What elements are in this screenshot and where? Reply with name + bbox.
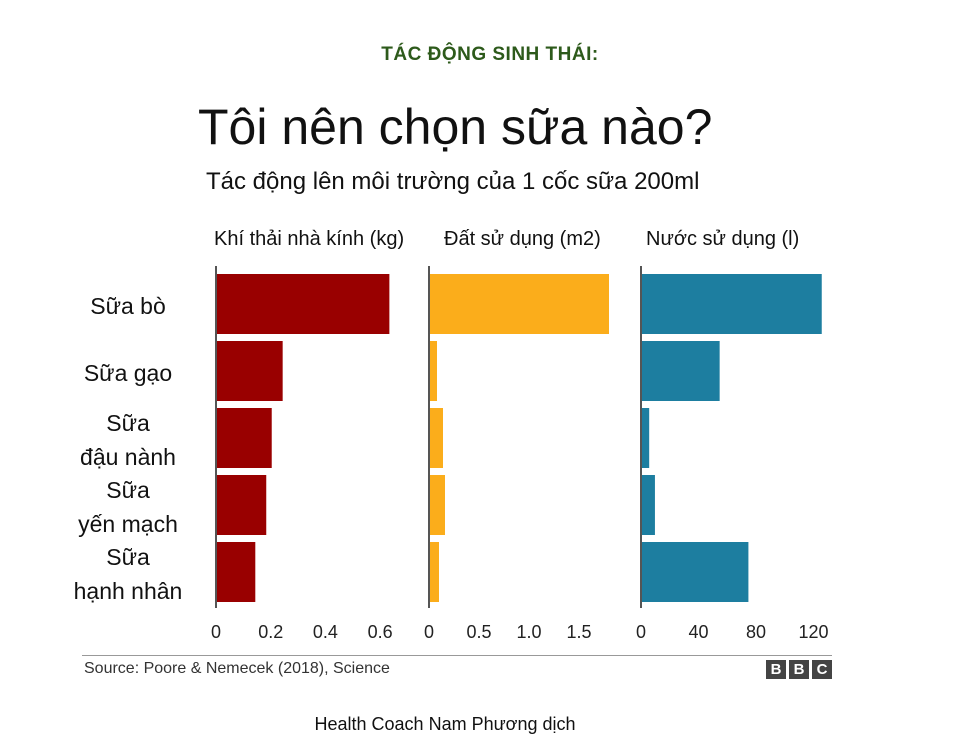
category-label-line: Sữa bò bbox=[90, 293, 166, 319]
category-label: Sữa bò bbox=[68, 289, 188, 323]
tick-label: 80 bbox=[746, 622, 766, 642]
tick-label: 0 bbox=[636, 622, 646, 642]
bar bbox=[642, 475, 655, 535]
bar bbox=[642, 408, 650, 468]
category-label-line: hạnh nhân bbox=[73, 578, 183, 604]
footer-divider bbox=[82, 655, 832, 656]
category-label-line: Sữa gạo bbox=[83, 360, 173, 386]
bar bbox=[430, 274, 609, 334]
bar bbox=[217, 475, 267, 535]
category-label-line: Sữa bbox=[106, 477, 150, 503]
bar bbox=[217, 341, 283, 401]
tick-label: 1.0 bbox=[516, 622, 541, 642]
bar bbox=[430, 341, 437, 401]
bar bbox=[642, 274, 822, 334]
bar bbox=[430, 542, 439, 602]
chart-kicker: TÁC ĐỘNG SINH THÁI: bbox=[381, 44, 599, 65]
tick-label: 0.6 bbox=[368, 622, 393, 642]
panel-title: Nước sử dụng (l) bbox=[646, 228, 800, 250]
tick-label: 1.5 bbox=[566, 622, 591, 642]
chart-title: Tôi nên chọn sữa nào? bbox=[198, 99, 713, 155]
bbc-logo-letter: C bbox=[812, 660, 832, 679]
bar bbox=[430, 475, 445, 535]
category-label-line: Sữa bbox=[106, 544, 150, 570]
tick-label: 0 bbox=[424, 622, 434, 642]
bar bbox=[217, 408, 272, 468]
bbc-logo-letter: B bbox=[766, 660, 786, 679]
bar bbox=[642, 542, 749, 602]
bar bbox=[430, 408, 443, 468]
tick-label: 0.2 bbox=[258, 622, 283, 642]
chart-subtitle: Tác động lên môi trường của 1 cốc sữa 20… bbox=[206, 168, 700, 195]
bar bbox=[642, 341, 720, 401]
bbc-logo-letter: B bbox=[789, 660, 809, 679]
tick-label: 0.4 bbox=[313, 622, 338, 642]
category-label: Sữa đậu nành bbox=[68, 406, 188, 474]
tick-label: 120 bbox=[799, 622, 829, 642]
credit-text: Health Coach Nam Phương dịch bbox=[314, 714, 576, 734]
category-label: Sữa hạnh nhân bbox=[68, 540, 188, 608]
panel-title: Khí thải nhà kính (kg) bbox=[214, 228, 405, 250]
category-label-line: Sữa bbox=[106, 410, 150, 436]
category-label: Sữa gạo bbox=[68, 356, 188, 390]
panel-title: Đất sử dụng (m2) bbox=[444, 228, 601, 250]
tick-label: 0 bbox=[211, 622, 221, 642]
category-label: Sữa yến mạch bbox=[68, 473, 188, 541]
tick-label: 40 bbox=[689, 622, 709, 642]
category-label-line: yến mạch bbox=[78, 511, 178, 537]
bbc-logo: B B C bbox=[766, 660, 832, 679]
category-label-line: đậu nành bbox=[80, 444, 176, 470]
bar bbox=[217, 542, 256, 602]
source-text: Source: Poore & Nemecek (2018), Science bbox=[84, 660, 390, 677]
tick-label: 0.5 bbox=[466, 622, 491, 642]
bar bbox=[217, 274, 390, 334]
